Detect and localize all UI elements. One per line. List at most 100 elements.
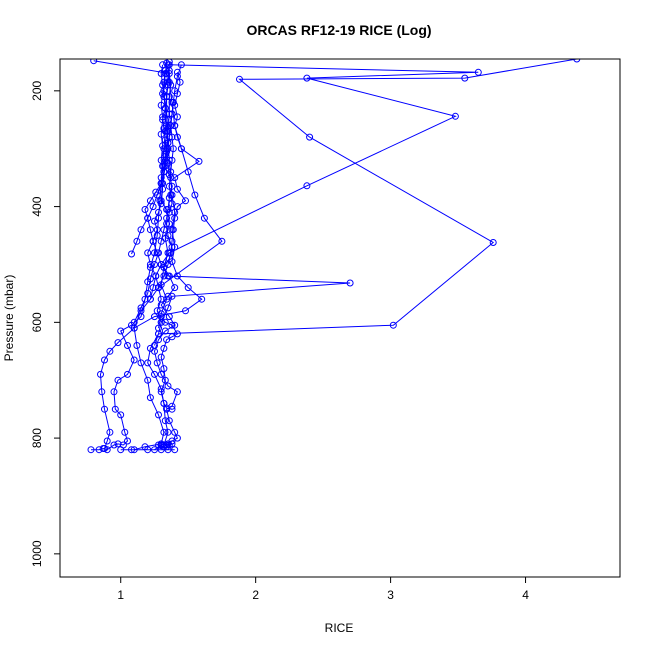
data-point [236, 75, 243, 83]
y-tick-label: 800 [30, 428, 44, 448]
data-point [161, 376, 169, 384]
data-point [164, 261, 172, 268]
data-point [144, 376, 152, 384]
data-point [168, 237, 176, 245]
data-point [160, 344, 168, 352]
data-point [164, 272, 172, 280]
data-point [168, 333, 176, 341]
data-point [167, 249, 175, 257]
data-point [165, 171, 173, 179]
data-point [165, 61, 173, 69]
data-point [306, 133, 314, 141]
data-point [389, 321, 397, 329]
data-point [157, 179, 165, 187]
data-point [101, 356, 108, 364]
data-point [153, 249, 161, 257]
data-point [159, 142, 167, 150]
x-tick-label: 2 [252, 588, 259, 602]
data-point [117, 411, 125, 419]
data-point [164, 206, 172, 213]
data-point [168, 292, 176, 300]
data-point [157, 70, 165, 77]
data-point [195, 157, 203, 165]
data-point [161, 318, 169, 326]
chart-title: ORCAS RF12-19 RICE (Log) [246, 22, 431, 38]
data-point [171, 428, 179, 436]
data-point [164, 81, 172, 89]
data-point [157, 261, 165, 268]
data-point [160, 399, 168, 407]
data-point [106, 347, 114, 355]
data-point [164, 446, 172, 454]
y-tick-label: 600 [30, 312, 44, 332]
series-15 [117, 446, 179, 454]
data-point [149, 284, 157, 292]
data-point [157, 442, 165, 450]
data-point [101, 445, 108, 452]
series-line [153, 64, 182, 451]
series-line [147, 59, 577, 446]
data-point [146, 295, 154, 303]
data-point [157, 200, 165, 208]
data-point [346, 279, 354, 287]
series-line [133, 70, 173, 323]
data-point [146, 261, 154, 268]
data-point [163, 295, 171, 303]
data-point [141, 206, 149, 213]
data-point [151, 261, 158, 268]
data-point [573, 59, 581, 63]
data-point [157, 388, 165, 396]
data-point [151, 342, 158, 349]
data-point [160, 365, 168, 373]
series-line [158, 72, 200, 288]
data-point [218, 237, 226, 245]
series-12 [128, 61, 169, 258]
data-point [169, 98, 177, 106]
data-point [128, 446, 135, 454]
data-point [149, 237, 157, 245]
data-point [155, 208, 162, 216]
x-tick-label: 4 [522, 588, 529, 602]
data-point [171, 122, 179, 130]
data-point [177, 145, 185, 153]
data-point [114, 339, 122, 347]
data-point [157, 446, 165, 454]
data-point [171, 284, 179, 292]
data-point [151, 370, 158, 378]
data-point [137, 226, 145, 234]
data-point [191, 191, 199, 199]
data-point [157, 156, 165, 164]
data-point [164, 428, 172, 436]
data-point [106, 428, 114, 436]
data-point [173, 388, 181, 396]
data-point [157, 295, 165, 303]
data-point [168, 110, 176, 118]
series-line [160, 316, 179, 410]
y-axis: 200 400 600 800 1000 [30, 80, 60, 567]
data-point [173, 330, 181, 338]
data-point [163, 70, 171, 77]
data-point [489, 239, 497, 246]
data-point [159, 61, 167, 69]
data-point [173, 185, 181, 193]
data-point [173, 434, 181, 442]
data-point [451, 112, 459, 120]
data-point [117, 327, 125, 335]
data-point [164, 304, 172, 312]
data-point [153, 226, 161, 234]
data-point [152, 272, 160, 280]
data-point [117, 446, 125, 454]
data-point [159, 81, 167, 89]
data-point [474, 68, 482, 76]
data-point [144, 446, 152, 454]
data-point [146, 394, 154, 402]
x-tick-label: 1 [117, 588, 124, 602]
y-tick-label: 400 [30, 196, 44, 216]
data-point [157, 237, 165, 245]
data-point [98, 388, 106, 396]
data-point [90, 59, 98, 65]
data-point [165, 133, 173, 141]
data-point [153, 191, 161, 199]
data-point [146, 226, 154, 234]
